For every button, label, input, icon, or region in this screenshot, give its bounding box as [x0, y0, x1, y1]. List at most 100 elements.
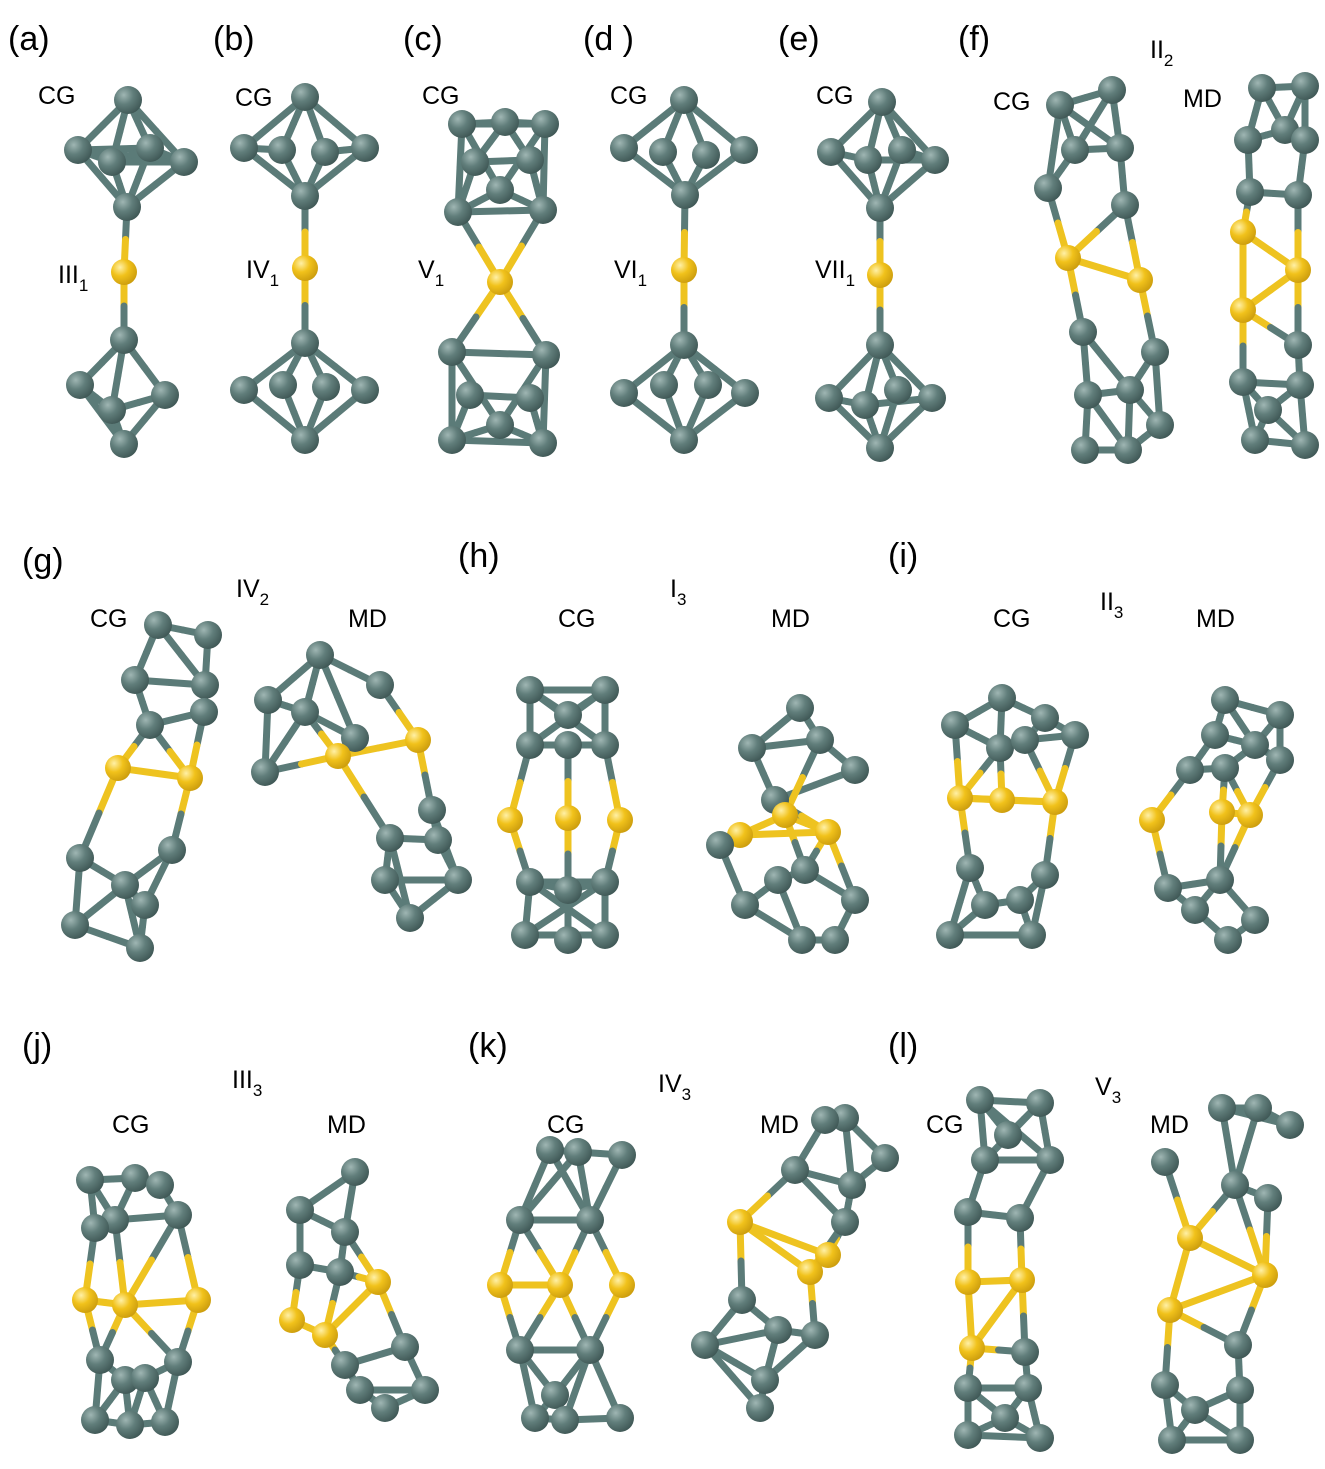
class-label-h: I3 — [670, 575, 686, 609]
cluster-atom-b-7 — [291, 329, 319, 357]
bridge-atom-jmd-6 — [279, 1307, 305, 1333]
cluster-atom-jmd-11 — [411, 1376, 439, 1404]
cluster-atom-imd-13 — [1241, 906, 1269, 934]
cluster-atom-hmd-11 — [841, 886, 869, 914]
bridge-atom-fcg-7 — [1127, 267, 1153, 293]
cluster-atom-kmd-9 — [728, 1286, 756, 1314]
cluster-atom-gmd-13 — [396, 904, 424, 932]
cluster-atom-hcg-11 — [554, 876, 582, 904]
cluster-atom-hmd-9 — [791, 856, 819, 884]
panel-h: (h) I3 CG MD — [458, 537, 810, 633]
method-label-f-cg: CG — [993, 88, 1031, 116]
panel-j: (j) III3 CG MD — [22, 1027, 366, 1139]
cluster-atom-d-9 — [650, 371, 678, 399]
class-label-g: IV2 — [236, 575, 269, 609]
cluster-atom-icg-12 — [1006, 886, 1034, 914]
cluster-atom-hmd-8 — [706, 831, 734, 859]
cluster-atom-fmd-13 — [1241, 426, 1269, 454]
bridge-atom-kcg-5 — [487, 1272, 513, 1298]
panel-tag-e: (e) — [778, 20, 820, 58]
cluster-atom-hcg-13 — [591, 921, 619, 949]
cluster-atom-gmd-0 — [306, 641, 334, 669]
cluster-atom-kcg-13 — [551, 1406, 579, 1434]
cluster-atom-hmd-12 — [731, 891, 759, 919]
cluster-atom-hcg-3 — [591, 731, 619, 759]
cluster-atom-jmd-0 — [341, 1158, 369, 1186]
method-label-g-cg: CG — [90, 605, 128, 633]
cluster-atom-a-8 — [66, 371, 94, 399]
cluster-atom-jcg-15 — [116, 1411, 144, 1439]
bridge-atom-c-8 — [487, 269, 513, 295]
cluster-atom-icg-0 — [988, 684, 1016, 712]
cluster-atom-gmd-12 — [444, 866, 472, 894]
bridge-atom-fmd-9 — [1230, 297, 1256, 323]
cluster-atom-c-0 — [448, 110, 476, 138]
cluster-atom-e-1 — [817, 138, 845, 166]
method-label-c-cg: CG — [422, 82, 460, 110]
bridge-atom-kmd-7 — [815, 1242, 841, 1268]
cluster-atom-hmd-1 — [738, 734, 766, 762]
cluster-atom-e-10 — [884, 376, 912, 404]
panel-tag-k: (k) — [468, 1027, 508, 1065]
cluster-atom-hcg-14 — [554, 926, 582, 954]
panel-tag-g: (g) — [22, 542, 64, 580]
method-label-e-cg: CG — [816, 82, 854, 110]
cluster-atom-lcg-10 — [1011, 1338, 1039, 1366]
cluster-atom-b-12 — [291, 426, 319, 454]
cluster-atom-icg-10 — [1031, 861, 1059, 889]
cluster-atom-jmd-8 — [391, 1333, 419, 1361]
bridge-atom-e-6 — [867, 262, 893, 288]
bridge-atom-kmd-8 — [797, 1259, 823, 1285]
cluster-atom-lcg-3 — [971, 1146, 999, 1174]
cluster-atom-gmd-8 — [418, 796, 446, 824]
method-label-j-cg: CG — [112, 1111, 150, 1139]
cluster-atom-kcg-8 — [506, 1336, 534, 1364]
cluster-atom-jcg-5 — [81, 1214, 109, 1242]
cluster-atom-kmd-1 — [811, 1106, 839, 1134]
cluster-atom-c-3 — [461, 148, 489, 176]
panel-g: (g) IV2 CG MD — [22, 542, 387, 633]
cluster-atom-icg-5 — [1011, 726, 1039, 754]
method-label-h-cg: CG — [558, 605, 596, 633]
cluster-atom-hcg-0 — [516, 676, 544, 704]
panel-tag-h: (h) — [458, 537, 500, 575]
cluster-atom-lcg-0 — [966, 1086, 994, 1114]
bridge-atom-fmd-8 — [1285, 257, 1311, 283]
class-label-l: V3 — [1095, 1073, 1121, 1107]
cluster-atom-b-8 — [230, 376, 258, 404]
bridge-atom-lcg-9 — [959, 1335, 985, 1361]
bridge-atom-gmd-5 — [405, 727, 431, 753]
bridge-atom-imd-9 — [1237, 802, 1263, 828]
bridge-atom-lcg-7 — [955, 1269, 981, 1295]
cluster-atom-d-12 — [670, 426, 698, 454]
cluster-atom-icg-3 — [1061, 721, 1089, 749]
cluster-atom-d-2 — [649, 138, 677, 166]
cluster-atom-b-10 — [312, 373, 340, 401]
cluster-atom-imd-2 — [1201, 721, 1229, 749]
cluster-atom-jcg-0 — [76, 1166, 104, 1194]
method-label-a-cg: CG — [38, 82, 76, 110]
cluster-atom-jcg-13 — [81, 1406, 109, 1434]
cluster-atom-a-7 — [110, 326, 138, 354]
bridge-atom-imd-7 — [1139, 807, 1165, 833]
bridge-atom-jcg-7 — [112, 1292, 138, 1318]
cluster-atom-kmd-5 — [831, 1208, 859, 1236]
bridge-atom-icg-7 — [989, 787, 1015, 813]
cluster-atom-kcg-3 — [506, 1206, 534, 1234]
cluster-atom-b-2 — [268, 136, 296, 164]
cluster-atom-jmd-4 — [326, 1258, 354, 1286]
panel-f: (f) II2 CG MD — [958, 20, 1222, 116]
cluster-atom-jcg-12 — [131, 1364, 159, 1392]
method-label-i-md: MD — [1196, 605, 1235, 633]
panel-tag-a: (a) — [8, 20, 50, 58]
cluster-atom-fmd-4 — [1291, 126, 1319, 154]
cluster-atom-a-11 — [110, 430, 138, 458]
cluster-atom-kcg-0 — [536, 1136, 564, 1164]
cluster-atom-gcg-0 — [144, 611, 172, 639]
cluster-atom-lmd-9 — [1224, 1331, 1252, 1359]
method-label-f-md: MD — [1183, 85, 1222, 113]
cluster-atom-imd-12 — [1181, 896, 1209, 924]
cluster-atom-a-0 — [114, 86, 142, 114]
cluster-atom-b-4 — [351, 134, 379, 162]
method-label-i-cg: CG — [993, 605, 1031, 633]
